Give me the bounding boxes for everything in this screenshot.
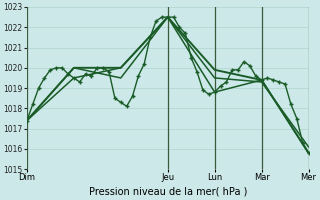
X-axis label: Pression niveau de la mer( hPa ): Pression niveau de la mer( hPa ) [89, 187, 247, 197]
